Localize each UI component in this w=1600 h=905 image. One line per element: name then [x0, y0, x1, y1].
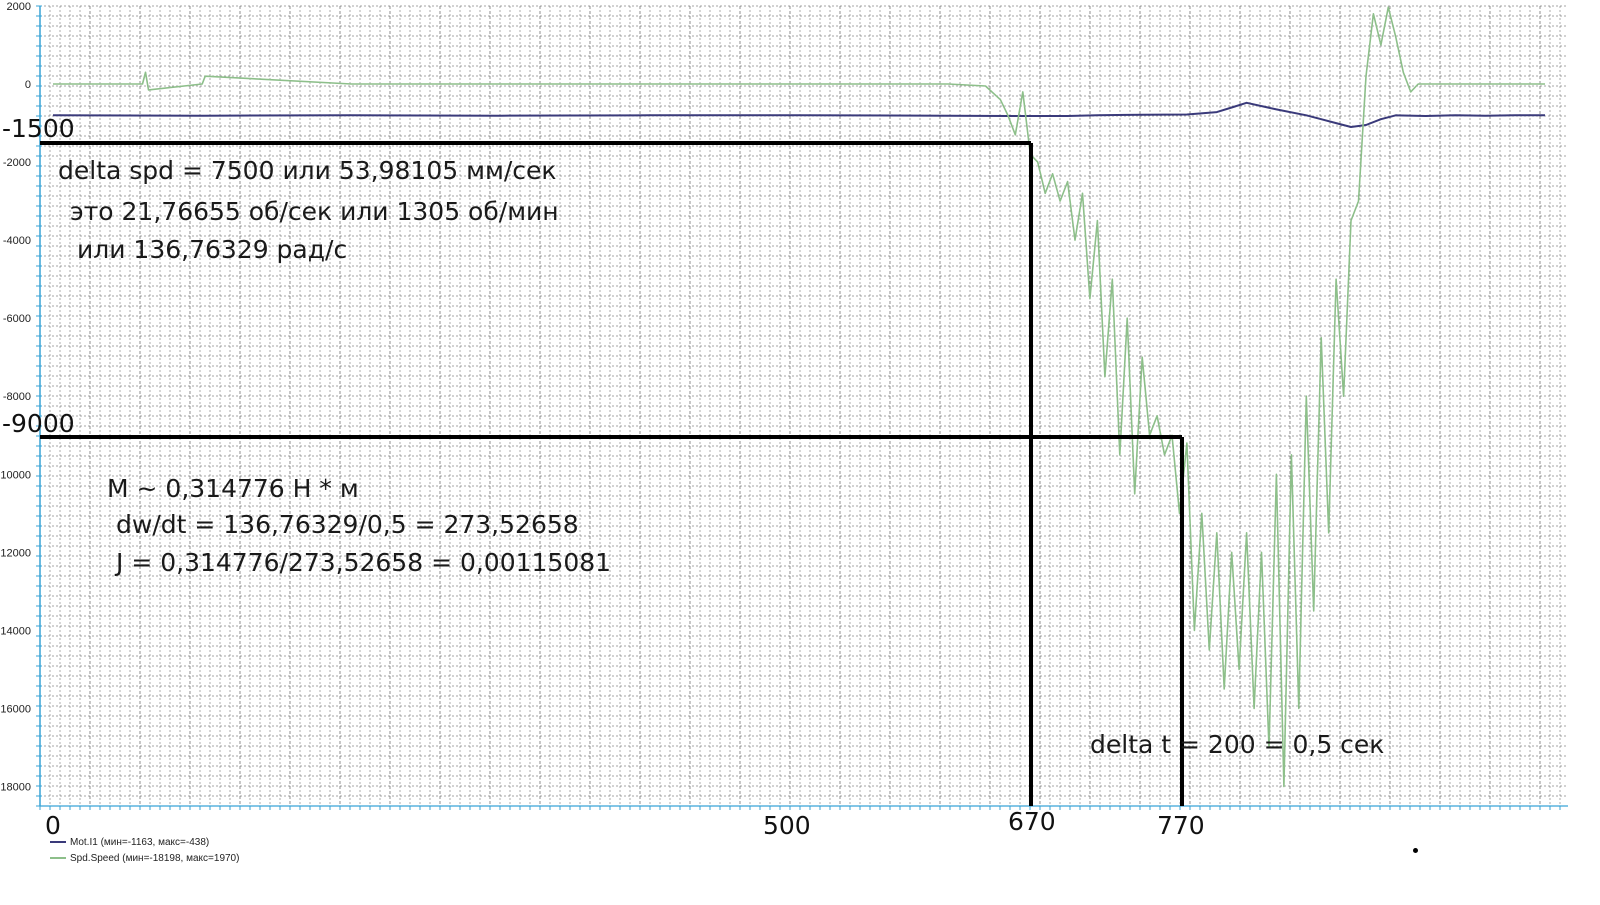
y-marker-minus-1500: -1500	[2, 114, 75, 143]
x-label-500: 500	[763, 811, 811, 840]
y-tick-label: 16000	[0, 703, 31, 715]
x-label-770: 770	[1157, 811, 1205, 840]
legend-label-spd-speed: Spd.Speed (мин=-18198, макс=1970)	[70, 853, 240, 864]
legend-swatch-spd-speed	[50, 857, 66, 860]
series-line-mot-i1	[52, 101, 1545, 128]
annotation-rev-per-sec: это 21,76655 об/сек или 1305 об/мин	[70, 197, 559, 226]
annotation-torque: M ~ 0,314776 Н * м	[107, 474, 359, 503]
y-axis-ticks: 2000 0 -2000 -4000 -6000 -8000 10000 12000 14000…	[0, 1, 31, 793]
annotation-delta-spd: delta spd = 7500 или 53,98105 мм/сек	[58, 156, 557, 185]
y-tick-label: -2000	[3, 157, 31, 169]
y-tick-label: -8000	[3, 391, 31, 403]
y-tick-label: 14000	[0, 625, 31, 637]
legend-item-mot-i1: Mot.I1 (мин=-1163, макс=-438)	[50, 837, 209, 848]
y-tick-label: -6000	[3, 313, 31, 325]
y-tick-label: 0	[25, 79, 31, 91]
annotation-lines	[40, 141, 1184, 806]
x-label-670: 670	[1008, 807, 1056, 836]
y-tick-label: 2000	[7, 1, 31, 13]
x-label-0: 0	[45, 811, 61, 840]
legend-label-mot-i1: Mot.I1 (мин=-1163, макс=-438)	[70, 837, 210, 848]
legend-item-spd-speed: Spd.Speed (мин=-18198, макс=1970)	[50, 853, 239, 864]
annotation-dw-dt: dw/dt = 136,76329/0,5 = 273,52658	[116, 510, 579, 539]
stray-dot	[1413, 848, 1418, 853]
legend-swatch-mot-i1	[50, 841, 66, 844]
y-tick-label: 10000	[0, 469, 31, 481]
annotation-delta-t: delta t = 200 = 0,5 сек	[1090, 730, 1385, 759]
y-tick-label: -4000	[3, 235, 31, 247]
annotation-rad-per-sec: или 136,76329 рад/с	[77, 235, 348, 264]
series-lines	[52, 6, 1545, 788]
y-marker-minus-9000: -9000	[2, 409, 75, 438]
grid-lines	[36, 5, 1568, 810]
y-tick-label: 12000	[0, 547, 31, 559]
annotation-inertia: J = 0,314776/273,52658 = 0,00115081	[116, 548, 612, 577]
series-line-spd-speed	[53, 6, 1545, 788]
y-tick-label: 18000	[0, 781, 31, 793]
